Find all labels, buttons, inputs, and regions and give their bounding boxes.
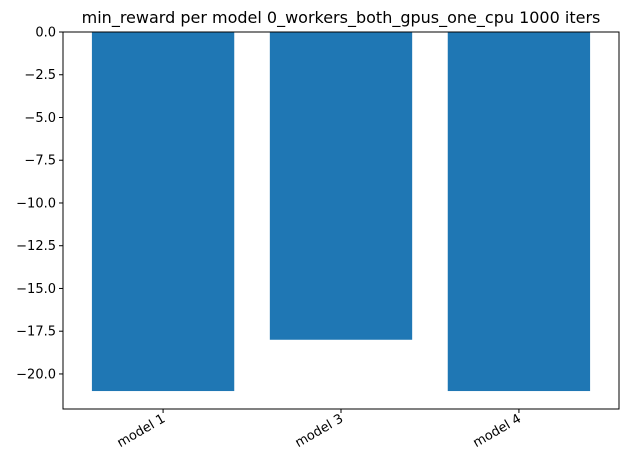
bar-model-3 [269, 32, 413, 340]
y-tick-label: −7.5 [24, 154, 56, 169]
y-axis: 0.0 −2.5 −5.0 −7.5 −10.0 −12.5 −15.0 −17.5 −20.0 [16, 26, 63, 382]
chart-title: min_reward per model 0_workers_both_gpus… [82, 8, 601, 28]
y-tick-label: −5.0 [24, 111, 56, 126]
y-tick-label: −17.5 [16, 325, 56, 340]
x-tick-label: model 3 [293, 411, 346, 450]
bars-group [91, 32, 591, 392]
y-tick-label: −20.0 [16, 367, 56, 382]
bar-model-1 [91, 32, 235, 392]
x-axis: model 1 model 3 model 4 [115, 409, 524, 451]
y-tick-label: −15.0 [16, 282, 56, 297]
y-tick-label: 0.0 [35, 26, 56, 41]
bar-model-4 [447, 32, 591, 392]
y-tick-label: −2.5 [24, 68, 56, 83]
x-tick-label: model 4 [471, 411, 524, 450]
x-tick-label: model 1 [115, 411, 168, 450]
y-tick-label: −12.5 [16, 239, 56, 254]
plot-frame [62, 31, 620, 410]
y-tick-label: −10.0 [16, 196, 56, 211]
